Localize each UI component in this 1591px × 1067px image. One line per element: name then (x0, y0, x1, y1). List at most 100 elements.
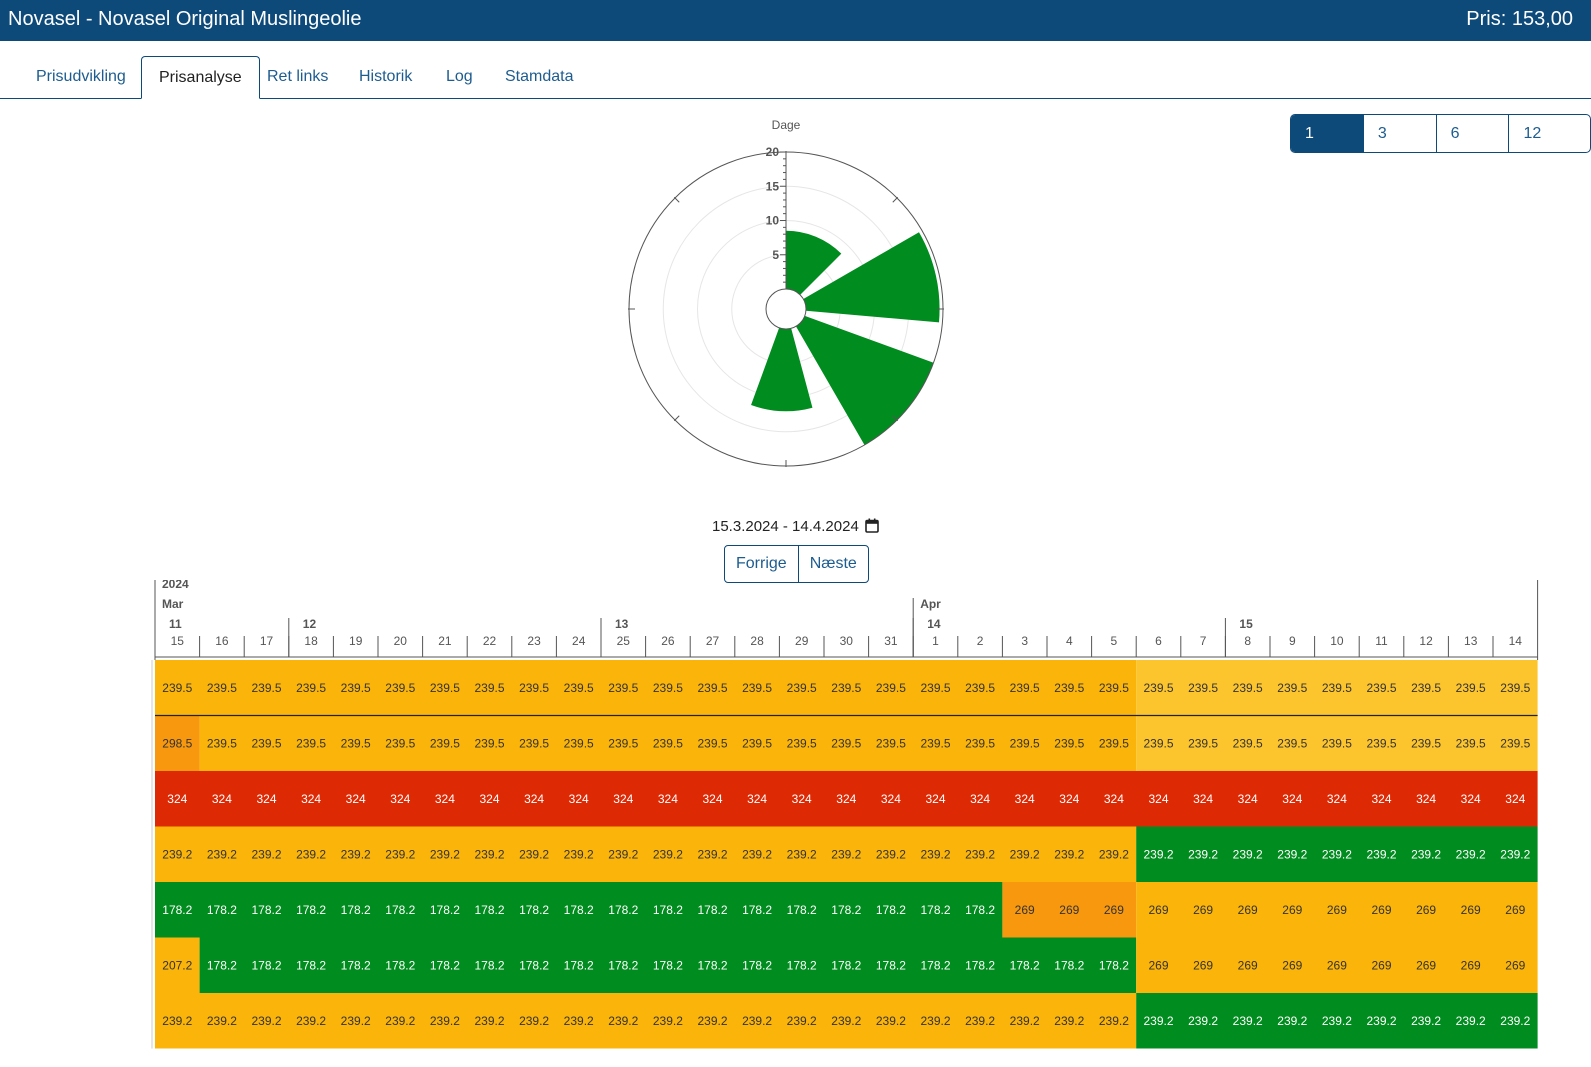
price-cell-value: 324 (167, 792, 187, 806)
price-cell-value: 324 (569, 792, 589, 806)
price-cell-value: 239.5 (697, 736, 727, 750)
price-cell-value: 239.2 (1411, 1014, 1441, 1028)
price-cell-value: 178.2 (920, 958, 950, 972)
period-1-month-button[interactable]: 1 mdr. (1291, 115, 1363, 152)
price-cell-value: 178.2 (430, 958, 460, 972)
price-cell-value: 324 (792, 792, 812, 806)
timeline-day-label: 15 (171, 634, 185, 648)
price-cell-value: 178.2 (965, 958, 995, 972)
tab-prisanalyse[interactable]: Prisanalyse (141, 56, 260, 99)
price-cell-value: 239.5 (296, 681, 326, 695)
price-cell-value: 239.2 (430, 847, 460, 861)
price-segment (1136, 660, 1538, 716)
price-cell-value: 324 (970, 792, 990, 806)
price-cell-value: 239.5 (965, 681, 995, 695)
price-cell-value: 239.5 (831, 681, 861, 695)
price-cell-value: 239.5 (653, 681, 683, 695)
price-cell-value: 269 (1282, 958, 1302, 972)
price-cell-value: 178.2 (787, 958, 817, 972)
price-cell-value: 239.5 (1143, 681, 1173, 695)
price-cell-value: 269 (1104, 903, 1124, 917)
price-cell-value: 324 (1148, 792, 1168, 806)
price-cell-value: 239.5 (1322, 681, 1352, 695)
price-cell-value: 239.5 (430, 736, 460, 750)
price-segment (155, 993, 1137, 1049)
price-cell-value: 239.5 (207, 736, 237, 750)
date-range-text: 15.3.2024 - 14.4.2024 (712, 518, 859, 535)
price-cell-value: 239.2 (1010, 847, 1040, 861)
timeline-day-label: 12 (1419, 634, 1433, 648)
price-cell-value: 239.2 (1366, 847, 1396, 861)
price-cell-value: 239.2 (519, 1014, 549, 1028)
period-6-months-button[interactable]: 6 mdr. (1435, 115, 1509, 152)
price-cell-value: 178.2 (430, 903, 460, 917)
polar-radial-label: 15 (766, 179, 780, 193)
price-cell-value: 178.2 (341, 903, 371, 917)
timeline-day-label: 22 (483, 634, 497, 648)
price-cell-value: 324 (212, 792, 232, 806)
price-cell-value: 239.5 (341, 736, 371, 750)
timeline-day-label: 9 (1289, 634, 1296, 648)
price-cell-value: 239.2 (519, 847, 549, 861)
price-cell-value: 239.5 (1411, 736, 1441, 750)
price-cell-value: 178.2 (162, 903, 192, 917)
price-cell-value: 269 (1327, 958, 1347, 972)
price-cell-value: 239.2 (608, 847, 638, 861)
price-cell-value: 239.2 (1188, 847, 1218, 861)
price-cell-value: 178.2 (1054, 958, 1084, 972)
polar-bar (786, 230, 842, 295)
price-cell-value: 239.2 (162, 1014, 192, 1028)
timeline-day-label: 10 (1330, 634, 1344, 648)
polar-radial-label: 20 (766, 145, 780, 159)
price-cell-value: 269 (1238, 958, 1258, 972)
price-cell-value: 269 (1282, 903, 1302, 917)
tab-ret-links[interactable]: Ret links (267, 68, 329, 85)
price-cell-value: 178.2 (608, 903, 638, 917)
price-cell-value: 239.5 (251, 681, 281, 695)
price-cell-value: 178.2 (608, 958, 638, 972)
price-cell-value: 239.2 (162, 847, 192, 861)
next-button[interactable]: Næste (797, 546, 868, 582)
tab-stamdata[interactable]: Stamdata (505, 68, 574, 85)
price-cell-value: 239.2 (876, 847, 906, 861)
price-cell-value: 324 (1282, 792, 1302, 806)
price-cell-value: 324 (881, 792, 901, 806)
timeline-day-label: 16 (215, 634, 229, 648)
price-segment (199, 715, 1137, 771)
price-cell-value: 269 (1148, 903, 1168, 917)
price-cell-value: 239.5 (1188, 736, 1218, 750)
period-12-months-button[interactable]: 12 mdr. (1508, 115, 1590, 152)
price-cell-value: 178.2 (742, 958, 772, 972)
price-segment (155, 826, 1137, 882)
polar-chart: Dage 5 10 15 20 (628, 118, 944, 467)
price-segment (1136, 882, 1538, 938)
price-cell-value: 239.2 (341, 847, 371, 861)
app-header: Novasel - Novasel Original Muslingeolie … (0, 0, 1591, 41)
price-cell-value: 239.5 (1456, 681, 1486, 695)
price-cell-value: 178.2 (876, 958, 906, 972)
price-cell-value: 239.5 (1188, 681, 1218, 695)
previous-button[interactable]: Forrige (736, 555, 787, 572)
price-cell-value: 269 (1193, 903, 1213, 917)
price-cell-value: 324 (613, 792, 633, 806)
price-segment (155, 715, 200, 771)
tab-log[interactable]: Log (446, 68, 473, 85)
price-cell-value: 178.2 (519, 903, 549, 917)
timeline-day-label: 28 (750, 634, 764, 648)
price-cell-value: 239.5 (1143, 736, 1173, 750)
price-cell-value: 239.2 (341, 1014, 371, 1028)
price-cell-value: 324 (1461, 792, 1481, 806)
price-cell-value: 239.2 (1322, 847, 1352, 861)
calendar-icon[interactable] (864, 518, 879, 533)
price-cell-value: 239.2 (1188, 1014, 1218, 1028)
price-cell-value: 239.5 (207, 681, 237, 695)
price-cell-value: 324 (1371, 792, 1391, 806)
price-cell-value: 269 (1461, 903, 1481, 917)
price-cell-value: 239.5 (1366, 736, 1396, 750)
period-3-months-button[interactable]: 3 mdr. (1362, 115, 1436, 152)
price-cell-value: 178.2 (920, 903, 950, 917)
tab-historik[interactable]: Historik (359, 68, 413, 85)
price-cell-value: 324 (301, 792, 321, 806)
tab-prisudvikling[interactable]: Prisudvikling (36, 68, 126, 85)
